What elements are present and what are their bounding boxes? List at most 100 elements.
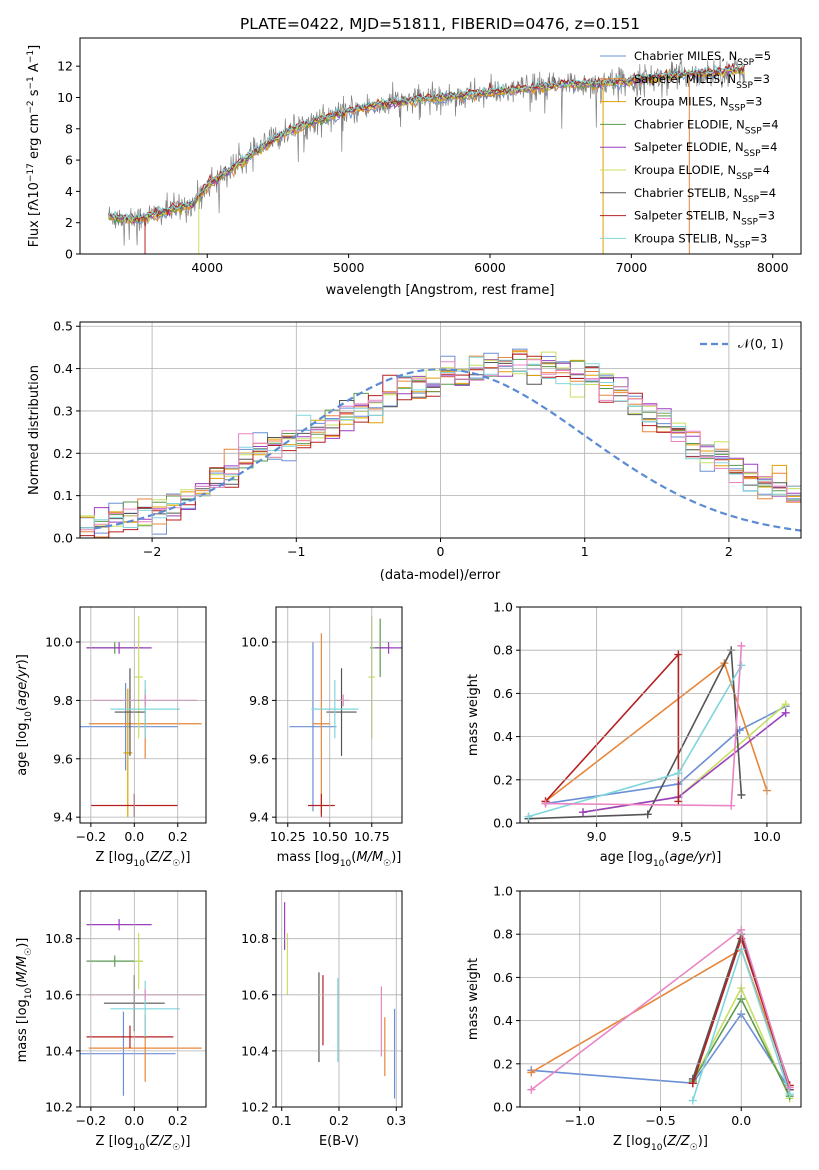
weight-z-axes: −1.0 −0.5 0.0 0.0 0.2 0.4 0.6 0.8 1.0 Z [log10(Z/…: [466, 884, 802, 1153]
hist-xtick-label: −2: [143, 544, 161, 559]
figure-title: PLATE=0422, MJD=51811, FIBERID=0476, z=0…: [240, 15, 640, 33]
spectrum-ytick-label: 12: [57, 59, 73, 74]
weight-age-xtick-label: 10.0: [753, 829, 781, 844]
mass-ebv-xlabel: E(B-V): [319, 1134, 359, 1149]
weight-z-ylabel: mass weight: [466, 958, 481, 1040]
mass-z-ytick-label: 10.4: [45, 1043, 73, 1058]
weight-marker: [674, 650, 683, 659]
weight-z-ytick-label: 0.6: [493, 970, 513, 985]
weight-age-ytick-label: 0.6: [493, 686, 513, 701]
spectrum-model-line: [107, 63, 745, 220]
weight-z-xtick-label: −1.0: [565, 1113, 595, 1128]
age-mass-axes: 10.25 10.50 10.75 9.4 9.6 9.8 10.0 mass [log10(…: [241, 606, 403, 869]
hist-step-line: [80, 353, 801, 538]
hist-step-line: [80, 358, 801, 538]
legend-label: Salpeter STELIB, NSSP=3: [634, 209, 775, 228]
hist-legend-label: 𝒩(0, 1): [738, 336, 784, 351]
weight-marker: [688, 1096, 697, 1105]
mass-z-ytick-label: 10.8: [45, 931, 73, 946]
spectrum-ytick-label: 8: [65, 121, 73, 136]
mass-ebv-xtick-label: 0.1: [272, 1113, 292, 1128]
mass-z-xtick-label: −0.2: [76, 1113, 106, 1128]
hist-plot-area: [80, 348, 801, 538]
weight-marker: [781, 708, 790, 717]
weight-marker: [674, 769, 683, 778]
weight-marker: [785, 1083, 794, 1092]
weight-age-xtick-label: 9.5: [672, 829, 692, 844]
weight-line: [531, 1012, 791, 1091]
weight-marker: [674, 797, 683, 806]
age-mass-ytick-label: 9.6: [249, 751, 269, 766]
age-z-ytick-label: 9.8: [53, 693, 73, 708]
age-mass-ytick-label: 9.4: [249, 810, 269, 825]
mass-ebv-axes: 0.1 0.2 0.3 10.2 10.4 10.6 10.8 E(B-V): [241, 890, 406, 1149]
legend-label: Chabrier ELODIE, NSSP=4: [634, 117, 779, 136]
mass-ebv-ytick-label: 10.4: [241, 1043, 269, 1058]
mass-ebv-xtick-label: 0.2: [329, 1113, 349, 1128]
hist-step-line: [80, 353, 801, 538]
spectrum-ytick-label: 4: [65, 184, 73, 199]
spectrum-xtick-label: 4000: [191, 260, 223, 275]
legend-label: Kroupa ELODIE, NSSP=4: [634, 163, 770, 182]
weight-marker: [579, 808, 588, 817]
hist-ylabel: Normed distribution: [27, 365, 42, 495]
spectrum-xtick-label: 8000: [757, 260, 789, 275]
legend-label: Chabrier STELIB, NSSP=4: [634, 186, 776, 205]
weight-age-frame: [519, 606, 802, 824]
age-mass-plot-area: [289, 615, 402, 818]
weight-age-xlabel: age [log10(age/yr)]: [600, 850, 722, 869]
legend-label: Chabrier MILES, NSSP=5: [634, 49, 771, 68]
weight-z-ytick-label: 0.4: [493, 1013, 513, 1028]
age-mass-frame: [275, 606, 403, 824]
hist-ytick-label: 0.4: [53, 361, 73, 376]
legend-label: Salpeter MILES, NSSP=3: [634, 72, 770, 91]
weight-age-ytick-label: 0.4: [493, 729, 513, 744]
mass-ebv-xtick-label: 0.3: [386, 1113, 406, 1128]
age-mass-xlabel: mass [log10(M/M☉)]: [277, 850, 402, 869]
legend-label: Salpeter ELODIE, NSSP=4: [634, 140, 777, 159]
weight-line: [545, 705, 787, 805]
weight-marker: [737, 661, 746, 670]
spectrum-legend: Chabrier MILES, NSSP=5 Salpeter MILES, NS…: [600, 49, 779, 250]
age-mass-xtick-label: 10.50: [312, 829, 348, 844]
hist-xtick-label: −1: [287, 544, 305, 559]
age-mass-ytick-label: 10.0: [241, 635, 269, 650]
hist-xtick-label: 1: [581, 544, 589, 559]
age-mass-ytick-label: 9.8: [249, 693, 269, 708]
weight-age-axes: 9.0 9.5 10.0 0.0 0.2 0.4 0.6 0.8 1.0 age [log10(a…: [466, 600, 802, 869]
mass-ebv-ytick-label: 10.2: [241, 1100, 269, 1115]
weight-z-ytick-label: 0.2: [493, 1056, 513, 1071]
weight-marker: [688, 1079, 697, 1088]
weight-marker: [643, 810, 652, 819]
hist-ytick-label: 0.5: [53, 319, 73, 334]
hist-xlabel: (data-model)/error: [380, 568, 501, 583]
mass-z-ytick-label: 10.6: [45, 987, 73, 1002]
age-z-plot-area: [80, 615, 202, 818]
mass-ebv-plot-area: [283, 902, 396, 1099]
spectrum-ytick-label: 10: [57, 90, 73, 105]
spectrum-ytick-label: 6: [65, 153, 73, 168]
normal-pdf-line: [94, 367, 801, 532]
age-z-xlabel: Z [log10(Z/Z☉)]: [96, 850, 191, 869]
weight-line: [528, 664, 743, 818]
age-z-xtick-label: 0.0: [124, 829, 144, 844]
hist-ytick-label: 0.3: [53, 403, 73, 418]
weight-marker: [527, 1085, 536, 1094]
mass-z-xlabel: Z [log10(Z/Z☉)]: [96, 1134, 191, 1153]
weight-age-ytick-label: 1.0: [493, 600, 513, 615]
spectrum-xtick-label: 7000: [615, 260, 647, 275]
weight-z-ytick-label: 0.8: [493, 927, 513, 942]
weight-marker: [541, 799, 550, 808]
mass-z-xtick-label: 0.0: [124, 1113, 144, 1128]
age-mass-xtick-label: 10.25: [270, 829, 306, 844]
spectrum-xtick-label: 5000: [333, 260, 365, 275]
hist-axes: −2 −1 0 1 2 0.0 0.1 0.2 0.3 0.4 0.5 (data-model)/er…: [27, 319, 802, 583]
age-z-ytick-label: 9.6: [53, 751, 73, 766]
weight-age-ytick-label: 0.8: [493, 643, 513, 658]
weight-z-xlabel: Z [log10(Z/Z☉)]: [613, 1134, 708, 1153]
mass-ebv-ytick-label: 10.6: [241, 987, 269, 1002]
weight-z-ytick-label: 1.0: [493, 884, 513, 899]
weight-z-xtick-label: 0.0: [731, 1113, 751, 1128]
spectrum-frame: [79, 37, 802, 255]
